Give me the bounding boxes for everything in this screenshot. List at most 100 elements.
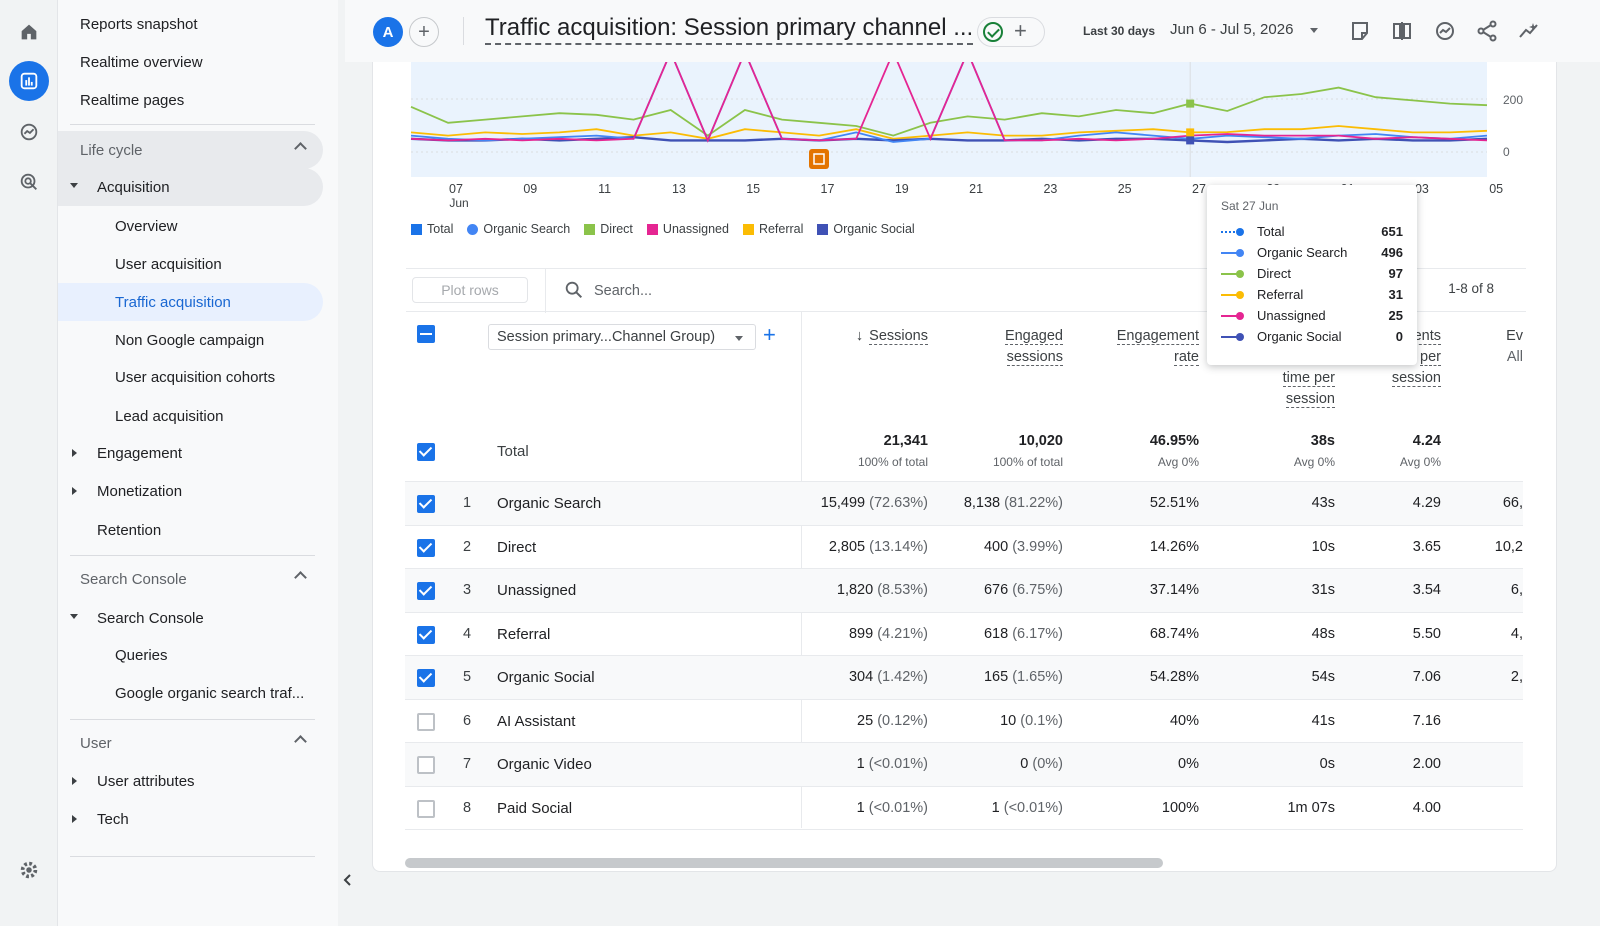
row-checkbox[interactable] <box>417 495 435 513</box>
table-row[interactable]: 8 Paid Social 1 (<0.01%) 1 (<0.01%) 100% 1m 0… <box>405 787 1523 830</box>
channel-name[interactable]: Referral <box>497 625 551 643</box>
table-row[interactable]: 2 Direct 2,805 (13.14%) 400 (3.99%) 14.26% 10… <box>405 526 1523 569</box>
nav-group-acquisition[interactable]: Acquisition <box>58 168 323 206</box>
series-line-direct[interactable] <box>410 86 1488 137</box>
date-preset-label[interactable]: Last 30 days <box>1083 24 1156 38</box>
table-row[interactable]: 6 AI Assistant 25 (0.12%) 10 (0.1%) 40% 41s 7.… <box>405 700 1523 743</box>
nav-group-search-console[interactable]: Search Console <box>58 599 323 637</box>
table-row[interactable]: 3 Unassigned 1,820 (8.53%) 676 (6.75%) 37.14… <box>405 569 1523 613</box>
trend-icon[interactable] <box>1516 18 1542 44</box>
table-row[interactable]: 1 Organic Search 15,499 (72.63%) 8,138 (81.… <box>405 482 1523 526</box>
cell-value: 1,820 <box>836 582 874 598</box>
column-header-sessions[interactable]: ↓ Sessions <box>808 326 928 347</box>
nav-realtime-overview[interactable]: Realtime overview <box>58 43 323 81</box>
chevron-down-icon[interactable] <box>1310 28 1318 33</box>
advertising-icon[interactable] <box>9 162 49 202</box>
legend-item[interactable]: Organic Social <box>817 222 915 236</box>
legend-item[interactable]: Total <box>411 222 453 236</box>
nav-realtime-pages[interactable]: Realtime pages <box>58 81 323 119</box>
search-input[interactable] <box>594 279 994 303</box>
date-range[interactable]: Jun 6 - Jul 5, 2026 <box>1170 21 1294 38</box>
home-icon[interactable] <box>9 12 49 52</box>
legend-item[interactable]: Referral <box>742 222 803 236</box>
section-user[interactable]: User <box>58 724 323 762</box>
nav-label: Overview <box>115 217 178 235</box>
channel-name[interactable]: AI Assistant <box>497 712 576 730</box>
collapse-nav-icon[interactable] <box>340 872 356 888</box>
hover-point <box>1186 99 1195 108</box>
channel-name[interactable]: Unassigned <box>497 582 577 599</box>
column-header-engaged-sessions[interactable]: Engaged sessions <box>943 326 1063 368</box>
row-checkbox[interactable] <box>417 538 435 557</box>
series-line-unassigned[interactable] <box>410 62 1488 143</box>
explore-icon[interactable] <box>9 112 49 152</box>
column-header-time-per-session[interactable]: time per session <box>1215 368 1335 410</box>
share-icon[interactable] <box>1474 18 1500 44</box>
column-header-engagement-rate[interactable]: Engagement rate <box>1069 326 1199 368</box>
row-checkbox[interactable] <box>417 799 435 818</box>
page-title[interactable]: Traffic acquisition: Session primary cha… <box>485 14 974 45</box>
nav-retention[interactable]: Retention <box>58 511 323 549</box>
row-checkbox[interactable] <box>417 756 435 774</box>
time-cell: 31s <box>1311 582 1335 598</box>
cell-value: 8,138 <box>963 495 1001 511</box>
row-index: 8 <box>462 799 472 816</box>
horizontal-scrollbar[interactable] <box>405 858 1163 868</box>
legend-item[interactable]: Organic Search <box>467 222 570 236</box>
nav-group-user-attributes[interactable]: User attributes <box>58 762 323 800</box>
nav-group-monetization[interactable]: Monetization <box>58 472 323 510</box>
column-header-events-per-session[interactable]: ents per session <box>1341 326 1441 389</box>
nav-overview[interactable]: Overview <box>58 207 323 245</box>
table-row[interactable]: 5 Organic Social 304 (1.42%) 165 (1.65%) 54.… <box>405 656 1523 700</box>
nav-user-acquisition-cohorts[interactable]: User acquisition cohorts <box>58 358 323 396</box>
add-filter-icon[interactable]: + <box>1014 18 1027 43</box>
compare-icon[interactable] <box>1389 18 1415 44</box>
legend-item[interactable]: Unassigned <box>646 222 729 236</box>
nav-lead-acquisition[interactable]: Lead acquisition <box>58 397 323 435</box>
edit-report-icon[interactable] <box>1347 18 1373 44</box>
channel-name[interactable]: Paid Social <box>497 799 573 817</box>
column-header-events[interactable]: Ev All <box>1483 326 1523 368</box>
channel-name[interactable]: Organic Social <box>497 669 595 686</box>
nav-reports-snapshot[interactable]: Reports snapshot <box>58 5 323 43</box>
row-checkbox[interactable] <box>417 582 435 600</box>
row-checkbox[interactable] <box>417 669 435 687</box>
series-line-referral[interactable] <box>410 125 1488 140</box>
section-search-console[interactable]: Search Console <box>58 560 323 598</box>
table-row[interactable]: 7 Organic Video 1 (<0.01%) 0 (0%) 0% 0s 2.00 <box>405 743 1523 787</box>
row-index: 4 <box>462 625 472 642</box>
gear-icon[interactable] <box>9 850 49 890</box>
annotation-icon[interactable] <box>809 149 829 169</box>
engaged-cell: 618 (6.17%) <box>984 626 1063 642</box>
row-checkbox[interactable] <box>417 712 435 731</box>
section-life-cycle[interactable]: Life cycle <box>58 131 323 169</box>
insights-icon[interactable] <box>1432 18 1458 44</box>
chart-legend: Total Organic Search Direct Unassigned Refer… <box>411 222 915 236</box>
total-checkbox[interactable] <box>417 443 435 461</box>
nav-google-organic-search[interactable]: Google organic search traf... <box>58 674 323 712</box>
table-row[interactable]: 4 Referral 899 (4.21%) 618 (6.17%) 68.74% 48s… <box>405 613 1523 656</box>
channel-name[interactable]: Organic Search <box>497 495 602 512</box>
filter-status-pill[interactable]: + <box>977 17 1045 47</box>
nav-traffic-acquisition[interactable]: Traffic acquisition <box>58 283 323 321</box>
rate-cell: 40% <box>1169 712 1199 729</box>
dimension-dropdown[interactable]: Session primary...Channel Group) <box>488 324 756 350</box>
select-all-checkbox[interactable] <box>417 325 435 343</box>
line-chart[interactable]: 2000070911131517192123252729010305Jun <box>373 62 1558 272</box>
reports-icon[interactable] <box>9 61 49 101</box>
nav-non-google-campaign[interactable]: Non Google campaign <box>58 321 323 359</box>
plot-rows-button[interactable]: Plot rows <box>412 277 528 303</box>
legend-item[interactable]: Direct <box>584 222 633 236</box>
channel-name[interactable]: Organic Video <box>497 756 592 773</box>
nav-queries[interactable]: Queries <box>58 636 323 674</box>
add-dimension-button[interactable]: + <box>763 322 776 347</box>
nav-group-engagement[interactable]: Engagement <box>58 434 323 472</box>
nav-group-tech[interactable]: Tech <box>58 800 323 838</box>
caret-right-icon <box>72 449 77 457</box>
add-comparison-button[interactable]: + <box>409 17 439 47</box>
nav-user-acquisition[interactable]: User acquisition <box>58 245 323 283</box>
channel-name[interactable]: Direct <box>497 538 537 556</box>
cell-percent: (8.53%) <box>877 582 928 598</box>
comparison-avatar[interactable]: A <box>373 17 403 47</box>
row-checkbox[interactable] <box>417 625 435 644</box>
